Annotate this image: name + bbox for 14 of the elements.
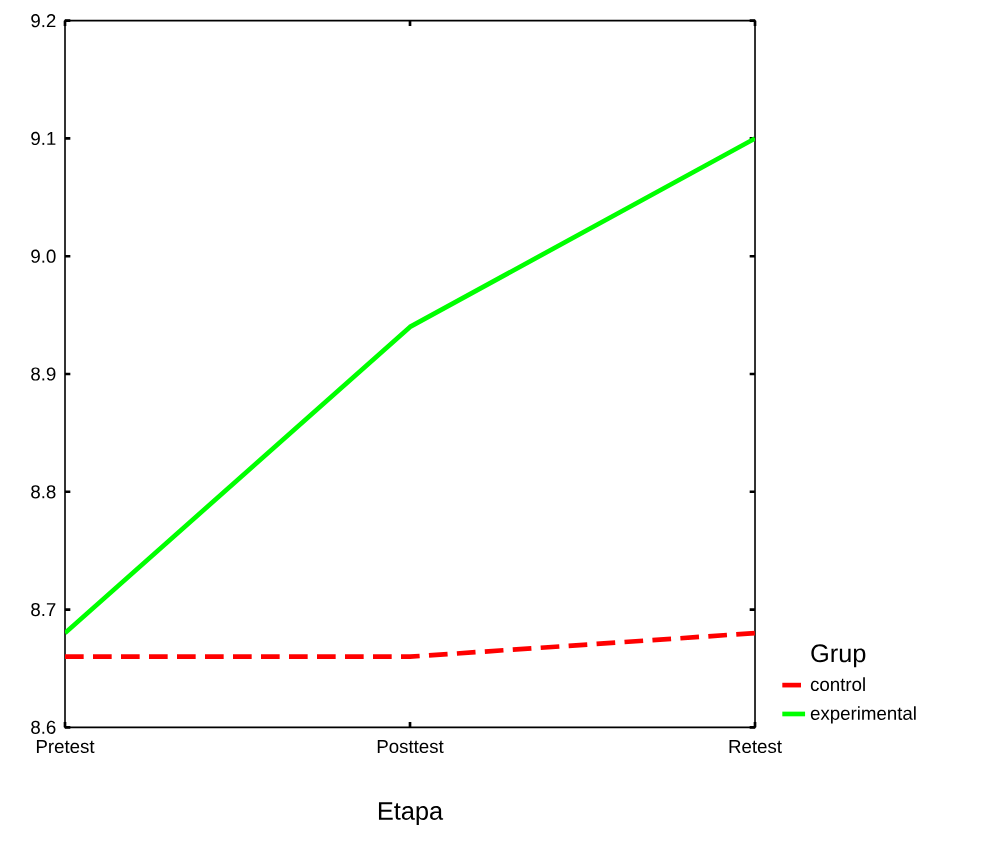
x-tick-label: Pretest: [36, 740, 95, 754]
legend-label: experimental: [810, 706, 916, 724]
x-axis-title: Etapa: [378, 802, 444, 825]
y-tick-label: 8.9: [31, 367, 56, 381]
legend-label: control: [810, 677, 865, 692]
y-tick-label: 8.7: [31, 602, 56, 617]
y-tick-label: 8.6: [31, 720, 56, 734]
x-tick-label: Posttest: [377, 740, 444, 754]
y-tick-label: 9.2: [31, 14, 56, 28]
legend-title: Grup: [811, 644, 866, 668]
y-tick-label: 9.0: [31, 249, 56, 263]
y-tick-label: 9.1: [31, 131, 56, 146]
y-tick-label: 8.8: [31, 485, 56, 499]
x-tick-label: Retest: [729, 740, 782, 754]
